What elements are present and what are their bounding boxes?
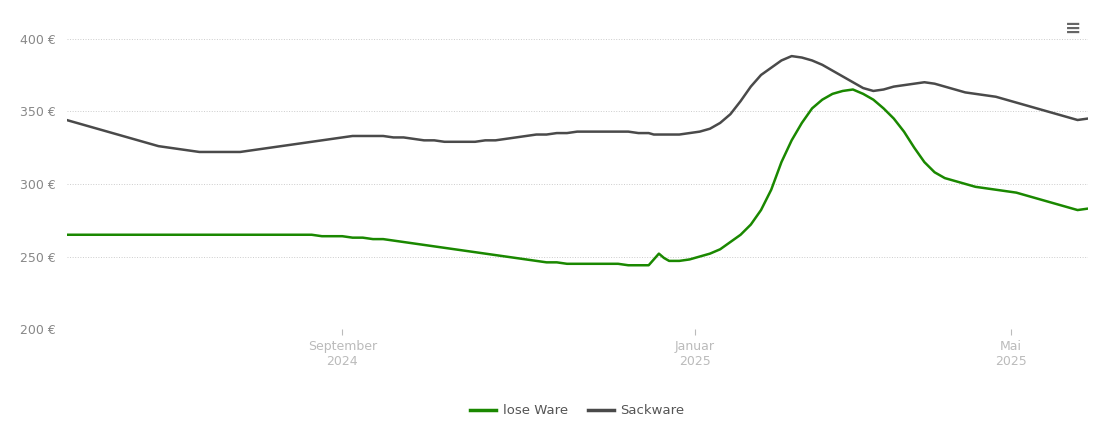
Legend: lose Ware, Sackware: lose Ware, Sackware <box>464 399 690 422</box>
Text: ≡: ≡ <box>1064 19 1081 38</box>
